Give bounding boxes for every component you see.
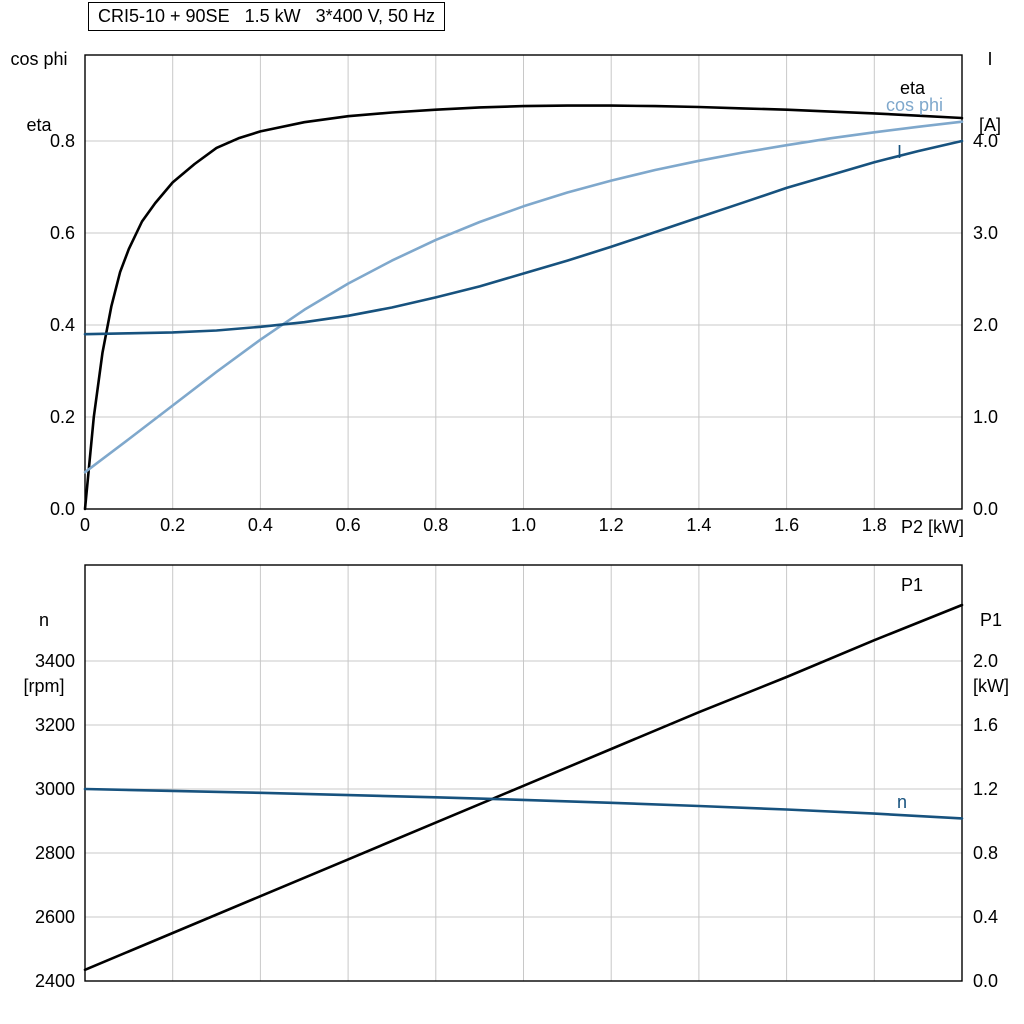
svg-text:3400: 3400 (35, 651, 75, 671)
svg-text:0: 0 (80, 515, 90, 535)
svg-text:3000: 3000 (35, 779, 75, 799)
right-axis-title-current-unit: [A] (978, 115, 1001, 135)
chart-title-box: CRI5-10 + 90SE 1.5 kW 3*400 V, 50 Hz (88, 2, 446, 31)
svg-text:0.4: 0.4 (248, 515, 273, 535)
curve-label-current: I (897, 142, 903, 162)
svg-text:0.8: 0.8 (973, 843, 998, 863)
svg-text:0.0: 0.0 (973, 971, 998, 991)
top-chart-left-axis-title: cos phi eta (0, 4, 78, 158)
left-axis-title-n: n (38, 610, 49, 630)
svg-text:0.0: 0.0 (973, 499, 998, 519)
svg-text:2800: 2800 (35, 843, 75, 863)
x-axis-title-p2: P2 [kW] (901, 517, 965, 537)
left-axis-title-rpm-unit: [rpm] (23, 676, 65, 696)
svg-text:0.8: 0.8 (50, 131, 75, 151)
curve-label-p1: P1 (901, 575, 924, 595)
svg-text:0.2: 0.2 (50, 407, 75, 427)
svg-text:1.4: 1.4 (686, 515, 711, 535)
bottom-chart-left-axis-title: n [rpm] (12, 565, 76, 719)
svg-text:1.2: 1.2 (599, 515, 624, 535)
svg-text:0.4: 0.4 (50, 315, 75, 335)
top-chart-right-axis-title: I [A] (964, 4, 1016, 158)
svg-text:2.0: 2.0 (973, 315, 998, 335)
svg-text:2400: 2400 (35, 971, 75, 991)
curve-label-n: n (897, 792, 908, 812)
curve-label-eta: eta (900, 78, 926, 98)
svg-text:1.6: 1.6 (774, 515, 799, 535)
svg-text:1.0: 1.0 (973, 407, 998, 427)
svg-text:0.6: 0.6 (336, 515, 361, 535)
bottom-chart-right-axis-title: P1 [kW] (962, 565, 1020, 719)
right-axis-title-p1: P1 (979, 610, 1003, 630)
svg-text:2.0: 2.0 (973, 651, 998, 671)
svg-text:2600: 2600 (35, 907, 75, 927)
right-axis-title-p1-unit: [kW] (973, 676, 1009, 696)
right-axis-title-current: I (987, 49, 993, 69)
svg-text:3200: 3200 (35, 715, 75, 735)
svg-text:0.2: 0.2 (160, 515, 185, 535)
svg-text:1.6: 1.6 (973, 715, 998, 735)
svg-text:0.8: 0.8 (423, 515, 448, 535)
left-axis-title-eta: eta (26, 115, 52, 135)
svg-text:0.4: 0.4 (973, 907, 998, 927)
curve-label-cos-phi: cos phi (886, 95, 944, 115)
svg-text:1.0: 1.0 (511, 515, 536, 535)
svg-text:1.8: 1.8 (862, 515, 887, 535)
svg-text:3.0: 3.0 (973, 223, 998, 243)
svg-text:1.2: 1.2 (973, 779, 998, 799)
left-axis-title-cosphi: cos phi (10, 49, 68, 69)
svg-text:4.0: 4.0 (973, 131, 998, 151)
svg-text:0.0: 0.0 (50, 499, 75, 519)
svg-text:0.6: 0.6 (50, 223, 75, 243)
